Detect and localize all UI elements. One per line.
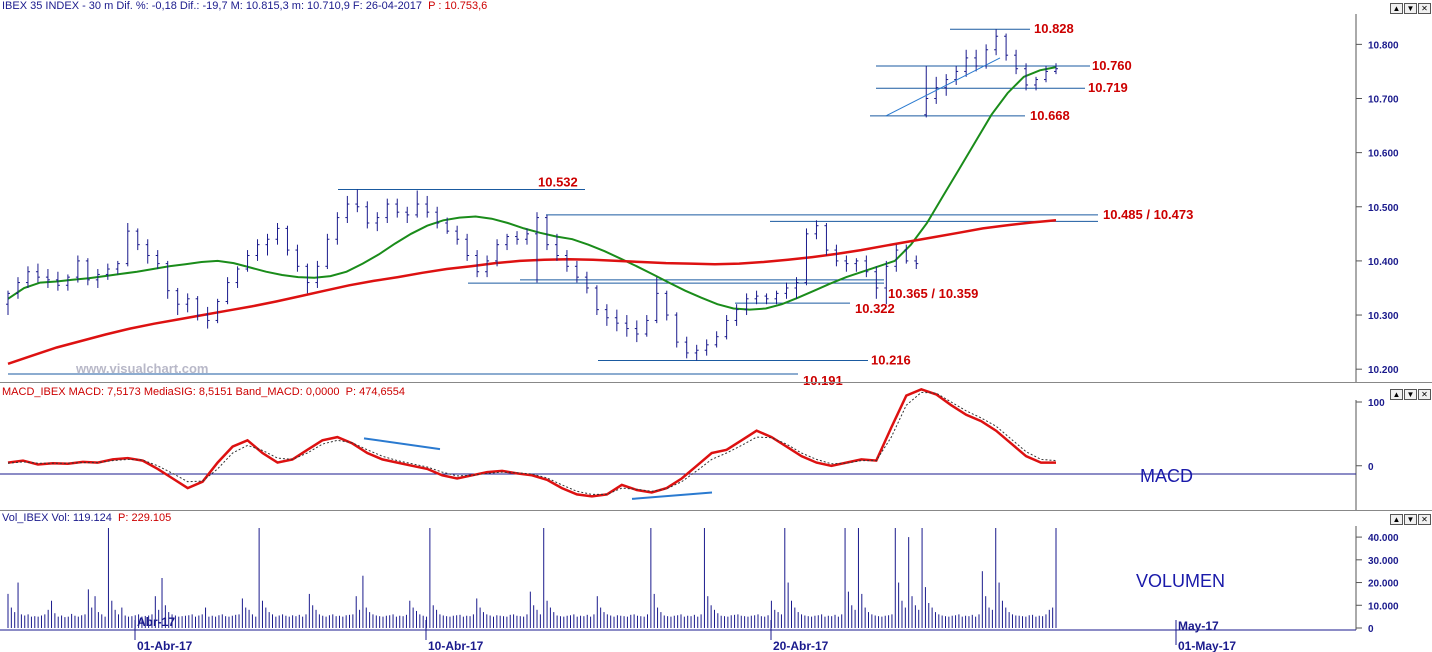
price-level-label: 10.532 xyxy=(538,174,578,189)
macd-panel-header: MACD_IBEX MACD: 7,5173 MediaSIG: 8,5151 … xyxy=(2,386,405,398)
macd-divergence-line xyxy=(631,491,713,500)
macd-signal-line xyxy=(7,391,1057,495)
volume-y-axis-ticks: 40.000 30.000 20.000 10.000 0 xyxy=(1356,533,1399,635)
price-y-tick-label: 10.200 xyxy=(1368,365,1399,376)
volume-y-tick-label: 30.000 xyxy=(1368,556,1399,567)
volume-y-tick-label: 10.000 xyxy=(1368,601,1399,612)
volume-y-tick-label: 40.000 xyxy=(1368,533,1399,544)
moving-average-long xyxy=(7,219,1057,365)
volume-panel-title: VOLUMEN xyxy=(1136,571,1225,591)
price-plot-area[interactable] xyxy=(0,14,1356,381)
price-level-label: 10.719 xyxy=(1088,80,1128,95)
time-axis-label: 20-Abr-17 xyxy=(773,639,829,652)
price-header-last: P : 10.753,6 xyxy=(428,0,488,12)
volume-y-tick-label: 0 xyxy=(1368,624,1374,635)
volume-panel-up-button[interactable]: ▲ xyxy=(1390,514,1403,525)
price-level-label: 10.668 xyxy=(1030,108,1070,123)
price-level-label: 10.760 xyxy=(1092,58,1132,73)
macd-panel-up-button[interactable]: ▲ xyxy=(1390,389,1403,400)
volume-bars xyxy=(7,528,1057,628)
panel-divider-price-macd[interactable] xyxy=(0,382,1432,383)
price-level-label: 10.365 / 10.359 xyxy=(888,286,978,301)
price-level-label: 10.191 xyxy=(803,373,843,388)
time-axis-label: 01-Abr-17 xyxy=(137,639,193,652)
price-panel-header: IBEX 35 INDEX - 30 m Dif. %: -0,18 Dif.:… xyxy=(2,0,487,12)
trendlines xyxy=(885,57,1001,117)
macd-y-axis-ticks: 100 0 xyxy=(1356,398,1385,473)
watermark: www.visualchart.com xyxy=(75,361,208,376)
macd-panel-title: MACD xyxy=(1140,466,1193,486)
macd-panel-close-button[interactable]: ✕ xyxy=(1418,389,1431,400)
volume-panel-header: Vol_IBEX Vol: 119.124 P: 229.105 xyxy=(2,512,171,524)
price-level-lines xyxy=(8,28,1098,375)
moving-average-lines xyxy=(7,66,1057,365)
price-y-axis-ticks: 10.800 10.700 10.600 10.500 10.400 10.300 10.2… xyxy=(1356,40,1399,376)
price-y-tick-label: 10.600 xyxy=(1368,149,1399,160)
time-axis-label: 10-Abr-17 xyxy=(428,639,484,652)
rising-trendline xyxy=(885,57,1001,117)
volume-panel-down-button[interactable]: ▼ xyxy=(1404,514,1417,525)
price-y-tick-label: 10.400 xyxy=(1368,257,1399,268)
macd-divergence-line xyxy=(363,437,441,451)
volume-panel-close-button[interactable]: ✕ xyxy=(1418,514,1431,525)
macd-panel-down-button[interactable]: ▼ xyxy=(1404,389,1417,400)
price-panel-close-button[interactable]: ✕ xyxy=(1418,3,1431,14)
volume-header-last: P: 229.105 xyxy=(118,512,172,524)
price-level-label: 10.828 xyxy=(1034,21,1074,36)
time-axis-label: Abr-17 xyxy=(137,615,175,629)
macd-lines xyxy=(7,387,1057,500)
price-y-tick-label: 10.300 xyxy=(1368,311,1399,322)
price-panel-up-button[interactable]: ▲ xyxy=(1390,3,1403,14)
macd-header-text: MACD_IBEX MACD: 7,5173 MediaSIG: 8,5151 … xyxy=(2,386,340,398)
moving-average-short xyxy=(7,66,1057,311)
macd-line xyxy=(7,387,1056,498)
price-level-label: 10.322 xyxy=(855,301,895,316)
price-y-tick-label: 10.500 xyxy=(1368,203,1399,214)
price-panel-down-button[interactable]: ▼ xyxy=(1404,3,1417,14)
macd-header-last: P: 474,6554 xyxy=(345,386,405,398)
price-y-tick-label: 10.800 xyxy=(1368,40,1399,51)
panel-divider-macd-volume[interactable] xyxy=(0,510,1432,511)
price-header-text: IBEX 35 INDEX - 30 m Dif. %: -0,18 Dif.:… xyxy=(2,0,423,12)
volume-header-text: Vol_IBEX Vol: 119.124 xyxy=(2,512,112,524)
volume-y-tick-label: 20.000 xyxy=(1368,579,1399,590)
macd-y-tick-label: 100 xyxy=(1368,398,1385,409)
time-axis-label: May-17 xyxy=(1178,619,1219,633)
macd-y-tick-label: 0 xyxy=(1368,462,1374,473)
price-level-label: 10.216 xyxy=(871,353,911,368)
time-axis-label: 01-May-17 xyxy=(1178,639,1236,652)
price-level-label: 10.485 / 10.473 xyxy=(1103,207,1193,222)
price-candles xyxy=(6,29,1058,361)
time-axis-labels: Abr-17 01-Abr-17 10-Abr-17 20-Abr-17 May-17 0… xyxy=(134,615,1236,652)
price-y-tick-label: 10.700 xyxy=(1368,94,1399,105)
price-level-labels: 10.828 10.760 10.719 10.668 10.532 10.485 / 1… xyxy=(538,21,1193,388)
